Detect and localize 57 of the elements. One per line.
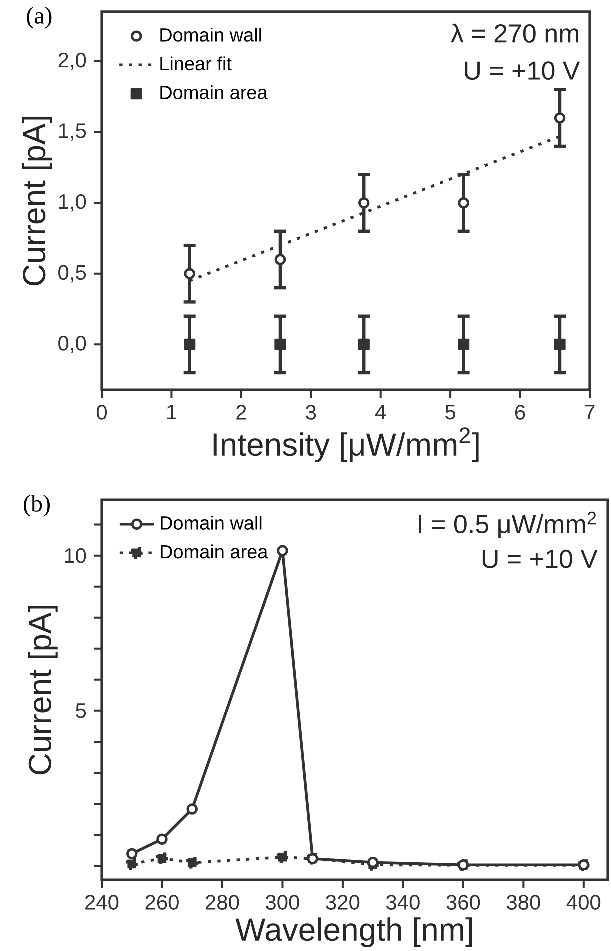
point xyxy=(458,198,470,209)
x-tick-label: 360 xyxy=(446,895,480,910)
point xyxy=(458,338,470,350)
legend-label: Domain wall xyxy=(161,516,262,530)
x-tick-label: 300 xyxy=(266,895,300,910)
x-tick-label: 5 xyxy=(446,405,456,420)
chart-title: (a) xyxy=(27,7,52,29)
y-tick-label: 5 xyxy=(76,704,86,718)
y-tick-label: 1,5 xyxy=(59,124,86,141)
point xyxy=(126,858,138,870)
x-axis-title: Wavelength [nm] xyxy=(236,918,472,948)
x-tick-label: 7 xyxy=(585,405,595,420)
annotation: I = 0.5 μW/mm$^{2}$ xyxy=(419,512,596,538)
x-axis-title: Intensity [μW/mm$^{2}$] xyxy=(214,428,479,462)
point xyxy=(186,804,198,815)
y-axis-title: Current [pA] xyxy=(22,117,52,286)
annotation: U = +10 V xyxy=(465,62,580,80)
annotation: λ = 270 nm xyxy=(451,24,579,43)
point xyxy=(274,338,286,350)
x-tick-label: 280 xyxy=(206,895,240,910)
point xyxy=(358,198,370,209)
x-tick-label: 380 xyxy=(506,895,540,910)
y-tick-label: 1,0 xyxy=(59,194,86,212)
point xyxy=(554,338,566,350)
point xyxy=(184,338,196,350)
point xyxy=(186,857,198,869)
x-tick-label: 0 xyxy=(96,405,108,420)
point xyxy=(358,338,370,350)
legend-label: Domain area xyxy=(161,544,268,559)
legend-label: Linear fit xyxy=(160,56,232,71)
point xyxy=(156,852,168,864)
y-tick-label: 2,0 xyxy=(58,52,86,70)
x-tick-label: 4 xyxy=(375,405,386,420)
x-tick-label: 1 xyxy=(167,405,177,420)
x-tick-label: 340 xyxy=(386,895,420,910)
y-tick-label: 0,0 xyxy=(58,336,86,354)
point xyxy=(276,852,289,864)
point xyxy=(277,545,288,556)
x-tick-label: 2 xyxy=(236,405,246,420)
point xyxy=(156,834,168,845)
point xyxy=(184,268,196,280)
point xyxy=(126,848,138,860)
point xyxy=(274,254,286,266)
y-tick-label: 0,5 xyxy=(58,265,86,283)
x-tick-label: 6 xyxy=(516,405,526,420)
x-tick-label: 260 xyxy=(146,895,179,910)
legend-label: Domain area xyxy=(160,85,268,100)
x-tick-label: 240 xyxy=(86,895,119,910)
chart-title: (b) xyxy=(24,495,50,517)
x-tick-label: 320 xyxy=(326,895,360,910)
point xyxy=(554,112,566,124)
x-tick-label: 400 xyxy=(566,895,601,910)
x-tick-label: 3 xyxy=(306,405,316,420)
annotation: U = +10 V xyxy=(482,550,598,568)
y-tick-label: 10 xyxy=(65,548,86,564)
y-axis-title: Current [pA] xyxy=(28,606,58,775)
legend-label: Domain wall xyxy=(160,28,262,42)
